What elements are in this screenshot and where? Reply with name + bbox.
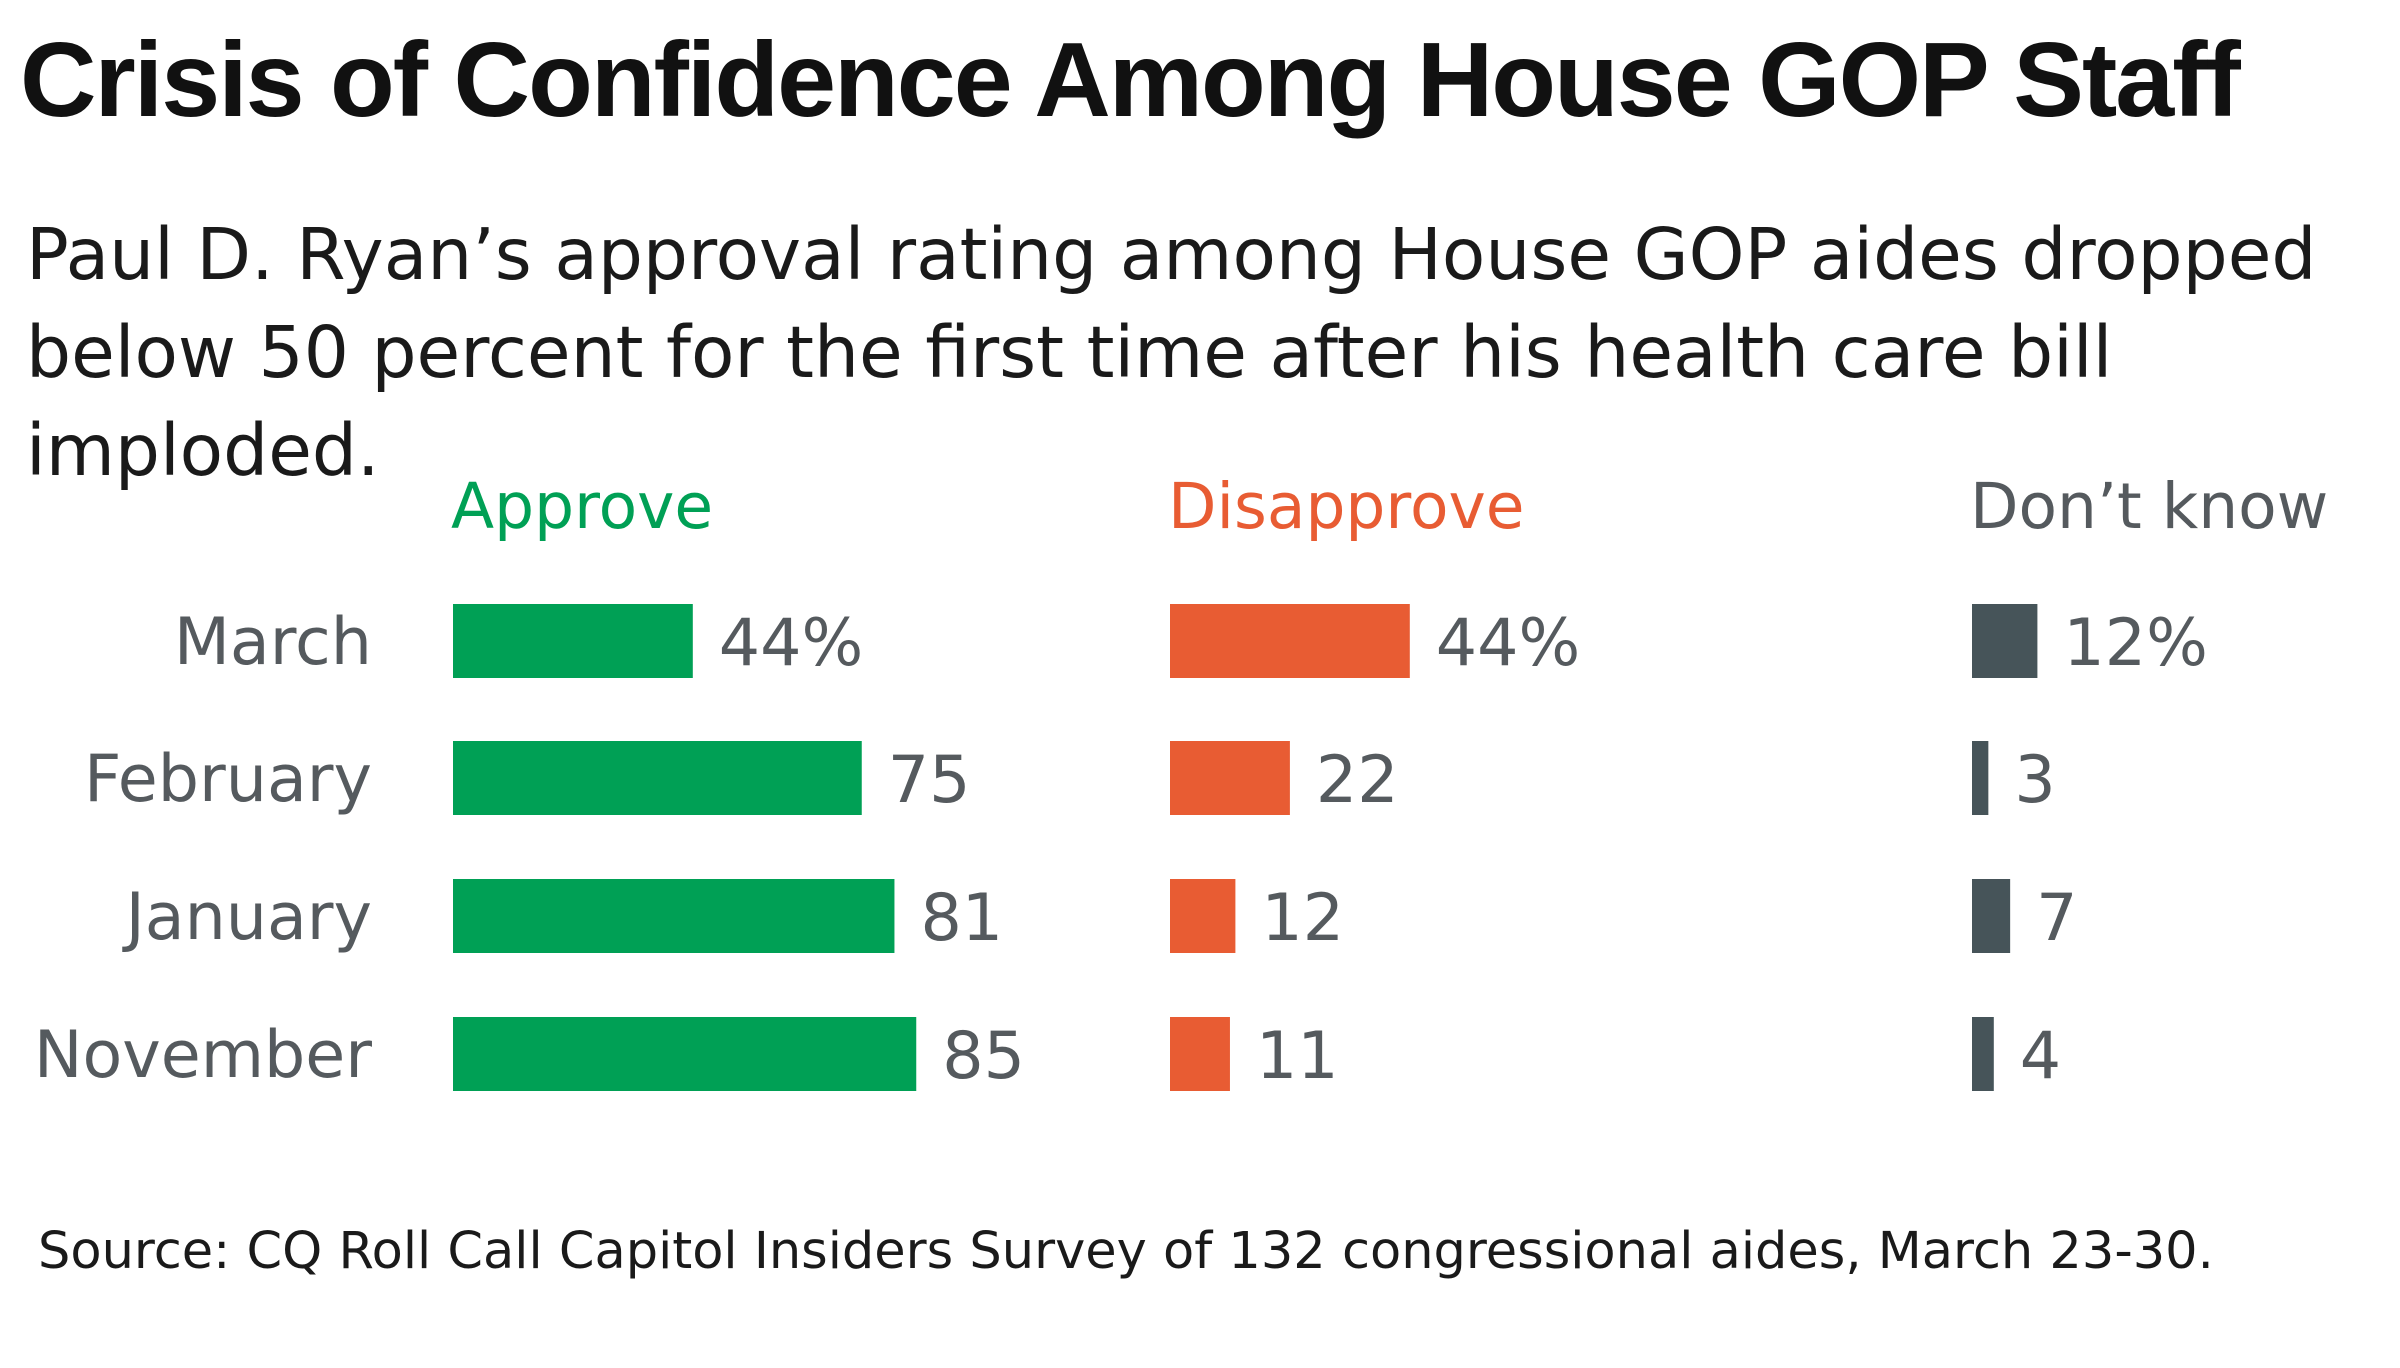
bar-approve-february — [453, 741, 862, 815]
bar-disapprove-november — [1170, 1017, 1230, 1091]
value-label-don-t-know-november: 4 — [2020, 1019, 2061, 1094]
category-label-january: January — [122, 880, 372, 955]
value-label-don-t-know-january: 7 — [2036, 881, 2077, 956]
bar-disapprove-march — [1170, 604, 1410, 678]
value-label-disapprove-november: 11 — [1256, 1019, 1339, 1094]
bar-don-t-know-november — [1972, 1017, 1994, 1091]
value-label-approve-january: 81 — [920, 881, 1003, 956]
value-label-disapprove-february: 22 — [1316, 743, 1399, 818]
value-label-approve-february: 75 — [888, 743, 971, 818]
series-header-disapprove: Disapprove — [1168, 470, 1525, 543]
bar-don-t-know-february — [1972, 741, 1989, 815]
value-label-approve-november: 85 — [942, 1019, 1025, 1094]
category-label-november: November — [34, 1018, 372, 1093]
bar-don-t-know-march — [1972, 604, 2038, 678]
chart-subtitle: Paul D. Ryan’s approval rating among Hou… — [26, 213, 2317, 492]
bar-approve-march — [453, 604, 693, 678]
value-label-don-t-know-march: 12% — [2063, 606, 2207, 681]
source-note: Source: CQ Roll Call Capitol Insiders Su… — [38, 1222, 2214, 1281]
bar-don-t-know-january — [1972, 879, 2011, 953]
series-header-don-t-know: Don’t know — [1970, 470, 2328, 543]
value-label-don-t-know-february: 3 — [2014, 743, 2055, 818]
bar-approve-november — [453, 1017, 917, 1091]
value-label-approve-march: 44% — [719, 606, 863, 681]
series-header-approve: Approve — [451, 470, 713, 543]
bar-approve-january — [453, 879, 895, 953]
value-label-disapprove-march: 44% — [1436, 606, 1580, 681]
value-label-disapprove-january: 12 — [1261, 881, 1344, 956]
bar-disapprove-january — [1170, 879, 1236, 953]
bar-disapprove-february — [1170, 741, 1290, 815]
chart-title: Crisis of Confidence Among House GOP Sta… — [20, 21, 2241, 139]
category-label-march: March — [174, 605, 372, 680]
category-label-february: February — [84, 742, 372, 817]
